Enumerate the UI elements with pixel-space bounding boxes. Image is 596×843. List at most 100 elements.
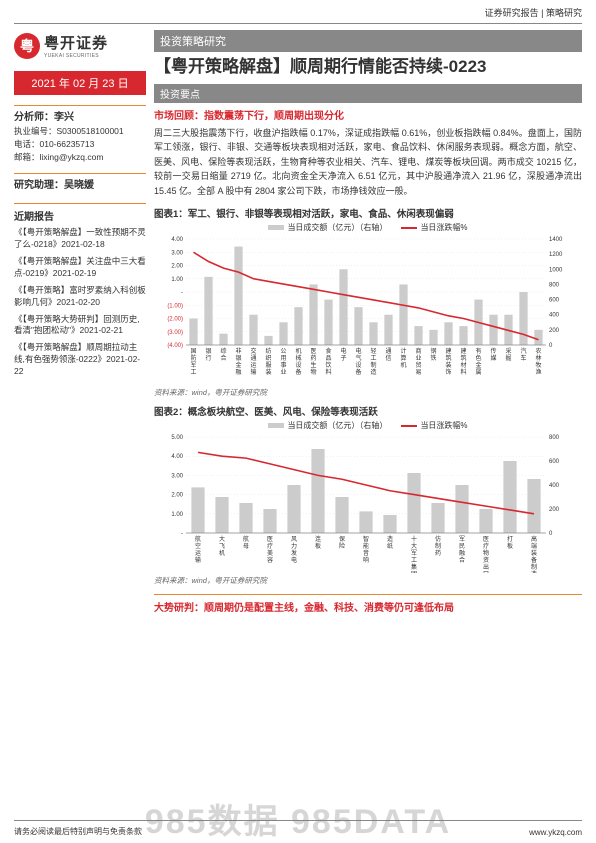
svg-text:物: 物	[310, 368, 316, 376]
svg-text:智: 智	[363, 535, 369, 543]
svg-text:贸: 贸	[415, 361, 421, 369]
top-divider	[14, 23, 582, 24]
analyst-cert: 执业编号：S0300518100001	[14, 125, 146, 138]
svg-text:林: 林	[535, 354, 541, 362]
svg-text:医: 医	[483, 536, 489, 543]
legend-line-icon	[401, 227, 417, 229]
svg-text:算: 算	[400, 354, 406, 362]
svg-text:(3.00): (3.00)	[167, 330, 183, 336]
svg-text:通: 通	[385, 347, 391, 355]
svg-text:生: 生	[310, 361, 316, 369]
svg-text:金: 金	[235, 361, 241, 369]
svg-text:料: 料	[460, 368, 466, 376]
svg-text:仿: 仿	[435, 535, 441, 543]
svg-text:1200: 1200	[549, 252, 563, 258]
main-title: 【粤开策略解盘】顺周期行情能否持续-0223	[154, 52, 582, 84]
chart1-legend: 当日成交额（亿元）（右轴） 当日涨跌幅%	[154, 222, 582, 233]
svg-text:运: 运	[195, 549, 201, 557]
svg-text:疗: 疗	[483, 542, 489, 550]
assistant-block: 研究助理：吴晓媛	[14, 178, 146, 193]
body-text: 周二三大股指震荡下行，收盘沪指跌幅 0.17%，深证成指跌幅 0.61%，创业板…	[154, 126, 582, 198]
svg-text:装: 装	[265, 368, 271, 376]
svg-text:公: 公	[280, 348, 286, 355]
footer-right: www.ykzq.com	[529, 828, 582, 837]
svg-text:牧: 牧	[535, 361, 541, 369]
svg-text:1.00: 1.00	[171, 512, 183, 518]
analyst-phone: 电话：010-66235713	[14, 138, 146, 151]
svg-text:大: 大	[219, 535, 225, 543]
chart1: 当日成交额（亿元）（右轴） 当日涨跌幅% 4.003.002.001.00-(1…	[154, 222, 582, 385]
svg-text:3.00: 3.00	[171, 250, 183, 256]
svg-text:板: 板	[315, 542, 321, 550]
orange-divider-3	[14, 203, 146, 204]
logo-title: 粤开证券	[44, 32, 108, 53]
svg-text:掘: 掘	[505, 354, 511, 362]
svg-text:物: 物	[483, 549, 489, 557]
svg-text:融: 融	[235, 368, 241, 376]
svg-text:信: 信	[385, 354, 391, 362]
report-item: 《【粤开策略解盘】一致性预期不灵了么-0218》2021-02-18	[14, 227, 146, 251]
svg-text:饮: 饮	[325, 361, 331, 369]
svg-text:4.00: 4.00	[171, 454, 183, 460]
svg-text:风: 风	[291, 536, 297, 543]
svg-text:建: 建	[460, 347, 466, 355]
svg-text:发: 发	[291, 549, 297, 557]
svg-text:600: 600	[549, 459, 560, 465]
svg-text:0: 0	[549, 531, 553, 537]
svg-text:纸: 纸	[387, 542, 393, 550]
svg-text:1.00: 1.00	[171, 277, 183, 283]
svg-text:医: 医	[267, 536, 273, 543]
svg-text:险: 险	[339, 542, 345, 550]
svg-text:母: 母	[243, 543, 249, 550]
footer-left: 请务必阅读最后特别声明与免责条款	[14, 826, 142, 837]
svg-text:轻: 轻	[370, 347, 376, 355]
report-item: 《【粤开策略大势研判】回测历史,看清"抱团松动"》2021-02-21	[14, 314, 146, 338]
svg-text:装: 装	[531, 549, 537, 557]
svg-text:食: 食	[325, 347, 331, 355]
analyst-block: 分析师：李兴 执业编号：S0300518100001 电话：010-662357…	[14, 110, 146, 163]
svg-text:制: 制	[435, 542, 441, 550]
svg-text:设: 设	[355, 361, 361, 369]
chart2-title: 图表2：概念板块航空、医美、风电、保险等表现活跃	[154, 404, 582, 418]
svg-text:大: 大	[411, 542, 417, 550]
svg-text:车: 车	[520, 354, 526, 362]
svg-text:计: 计	[400, 347, 406, 355]
logo-subtitle: YUEKAI SECURITIES	[44, 53, 108, 59]
svg-text:备: 备	[531, 556, 537, 564]
chart2-legend-line: 当日涨跌幅%	[420, 420, 467, 431]
svg-text:设: 设	[295, 361, 301, 369]
svg-text:工: 工	[370, 355, 376, 362]
svg-text:1000: 1000	[549, 267, 563, 273]
svg-text:力: 力	[291, 542, 297, 550]
svg-text:造: 造	[387, 535, 393, 543]
svg-text:机: 机	[295, 347, 301, 355]
svg-text:军: 军	[190, 362, 196, 369]
chart1-title: 图表1：军工、银行、非银等表现相对活跃，家电、食品、休闲表现偏弱	[154, 206, 582, 220]
key-points-label: 投资要点	[154, 84, 582, 103]
chart2-source: 资料来源：wind，粤开证券研究院	[154, 575, 582, 586]
report-item: 《【粤开策略解盘】顺周期拉动主线,有色强势领涨-0222》2021-02-22	[14, 342, 146, 378]
svg-text:装: 装	[445, 361, 451, 369]
svg-text:综: 综	[220, 347, 226, 355]
footer: 请务必阅读最后特别声明与免责条款 www.ykzq.com	[14, 826, 582, 837]
svg-text:容: 容	[267, 556, 273, 564]
svg-text:航: 航	[195, 535, 201, 543]
svg-text:集: 集	[411, 563, 417, 571]
svg-text:筑: 筑	[445, 354, 451, 362]
svg-text:机: 机	[219, 549, 225, 557]
svg-text:输: 输	[250, 368, 256, 376]
svg-text:品: 品	[325, 355, 331, 362]
logo-icon: 粤	[14, 33, 40, 59]
svg-text:合: 合	[220, 354, 226, 362]
chart1-legend-line: 当日涨跌幅%	[420, 222, 467, 233]
svg-text:出: 出	[483, 563, 489, 571]
svg-text:音: 音	[363, 549, 369, 557]
svg-text:十: 十	[411, 535, 417, 543]
svg-text:料: 料	[325, 368, 331, 376]
svg-text:事: 事	[280, 361, 286, 369]
svg-text:400: 400	[549, 483, 560, 489]
svg-text:融: 融	[459, 549, 465, 557]
svg-text:飞: 飞	[219, 543, 225, 550]
legend-line-icon	[401, 425, 417, 427]
recent-reports-heading: 近期报告	[14, 208, 146, 223]
